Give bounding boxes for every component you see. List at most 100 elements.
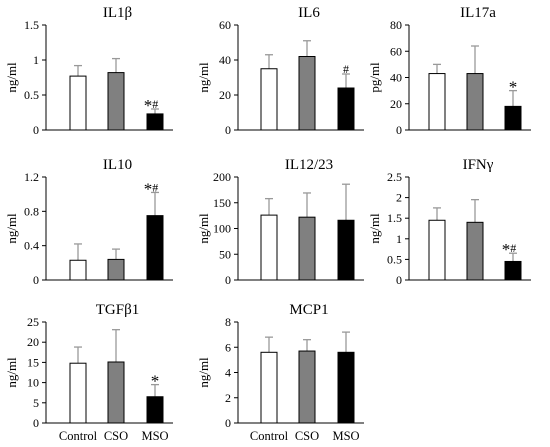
bar-cso [107,72,125,131]
panel-2: 0 20 40 60 80 pg/ml IL17a * [367,5,531,137]
significance-marker: *# [144,96,159,115]
significance-marker: * [151,372,160,391]
x-category-label: Control [59,429,98,443]
panel-0: 0 0.5 1 1.5 ng/ml IL1β *# [4,5,173,137]
x-category-label: Control [250,429,289,443]
bar-cso [107,361,125,424]
y-tick-label: 20 [219,88,231,102]
y-tick-label: 2 [225,391,231,405]
y-tick-label: 150 [213,196,231,210]
panel-title: IL1β [103,5,132,21]
y-tick-label: 200 [213,170,231,184]
y-tick-label: 8 [225,315,231,329]
y-tick-label: 15 [27,355,39,369]
panel-5: 0 0.5 1 1.5 2 2.5 ng/ml IFNγ *# [367,157,531,287]
y-tick-label: 0.4 [24,239,39,253]
panel-3: 0 0.4 0.8 1.2 ng/ml IL10 *# [4,157,173,287]
bar-cso [298,350,316,424]
x-category-label: CSO [104,429,128,443]
significance-marker: # [343,62,349,76]
y-tick-label: 20 [390,97,402,111]
y-tick-label: 6 [225,340,231,354]
bar-cso [298,56,316,131]
bar-mso [146,396,164,424]
y-tick-label: 20 [27,335,39,349]
y-tick-label: 1.2 [24,170,39,184]
y-axis-title: pg/ml [367,62,382,93]
y-tick-label: 0 [225,123,231,137]
y-tick-label: 0 [396,123,402,137]
y-axis-title: ng/ml [196,62,211,93]
y-tick-label: 40 [390,71,402,85]
significance-marker: *# [502,240,517,259]
bar-control [69,259,87,281]
bar-cso [466,221,484,281]
y-tick-label: 10 [27,376,39,390]
bar-control [260,351,278,424]
panel-6: 0 5 10 15 20 25 ng/ml TGFβ1 * Control CSO MSO [4,302,173,443]
x-category-label: MSO [141,429,168,443]
bar-cso [107,258,125,281]
y-axis-title: ng/ml [4,357,19,388]
bar-control [428,73,446,131]
y-tick-label: 0 [33,123,39,137]
panel-4: 0 50 100 150 200 ng/ml IL12/23 [196,157,364,287]
bar-mso [337,219,355,281]
y-tick-label: 80 [390,18,402,32]
bar-control [260,68,278,131]
y-tick-label: 2.5 [387,170,402,184]
y-tick-label: 50 [219,247,231,261]
bar-control [260,214,278,281]
y-tick-label: 25 [27,315,39,329]
panel-title: IL17a [460,5,496,21]
panel-title: IL12/23 [285,157,333,173]
panel-title: IL10 [103,157,132,173]
bar-mso [337,87,355,131]
y-tick-label: 0 [225,416,231,430]
bar-mso [504,260,522,281]
significance-marker: *# [144,179,159,198]
bar-mso [504,105,522,131]
bar-mso [146,215,164,281]
y-tick-label: 1.5 [387,211,402,225]
x-category-label: MSO [332,429,359,443]
panel-title: MCP1 [289,302,328,318]
y-tick-label: 0.8 [24,204,39,218]
y-tick-label: 60 [390,44,402,58]
bar-control [428,219,446,281]
y-tick-label: 40 [219,53,231,67]
panel-title: TGFβ1 [96,302,139,318]
y-axis-title: ng/ml [196,357,211,388]
y-tick-label: 1.5 [24,18,39,32]
bar-cso [466,73,484,131]
y-axis-title: ng/ml [196,213,211,244]
y-tick-label: 100 [213,222,231,236]
y-axis-title: ng/ml [4,213,19,244]
significance-marker: * [509,78,518,97]
y-tick-label: 0.5 [387,252,402,266]
y-tick-label: 2 [396,191,402,205]
y-tick-label: 60 [219,18,231,32]
y-axis-title: ng/ml [367,213,382,244]
bar-mso [146,113,164,131]
bar-mso [337,351,355,424]
y-tick-label: 0.5 [24,88,39,102]
y-tick-label: 0 [225,273,231,287]
y-tick-label: 1 [396,232,402,246]
y-axis-title: ng/ml [4,62,19,93]
panel-1: 0 20 40 60 ng/ml IL6 # [196,5,364,137]
x-category-label: CSO [295,429,319,443]
y-tick-label: 1 [33,53,39,67]
bar-control [69,362,87,424]
panel-title: IFNγ [463,157,494,173]
panel-title: IL6 [298,5,320,21]
bar-control [69,75,87,131]
y-tick-label: 4 [225,366,231,380]
y-tick-label: 0 [33,416,39,430]
y-tick-label: 0 [396,273,402,287]
y-tick-label: 0 [33,273,39,287]
bar-cso [298,216,316,281]
panel-7: 0 2 4 6 8 ng/ml MCP1 Control CSO MSO [196,302,364,443]
y-tick-label: 5 [33,396,39,410]
